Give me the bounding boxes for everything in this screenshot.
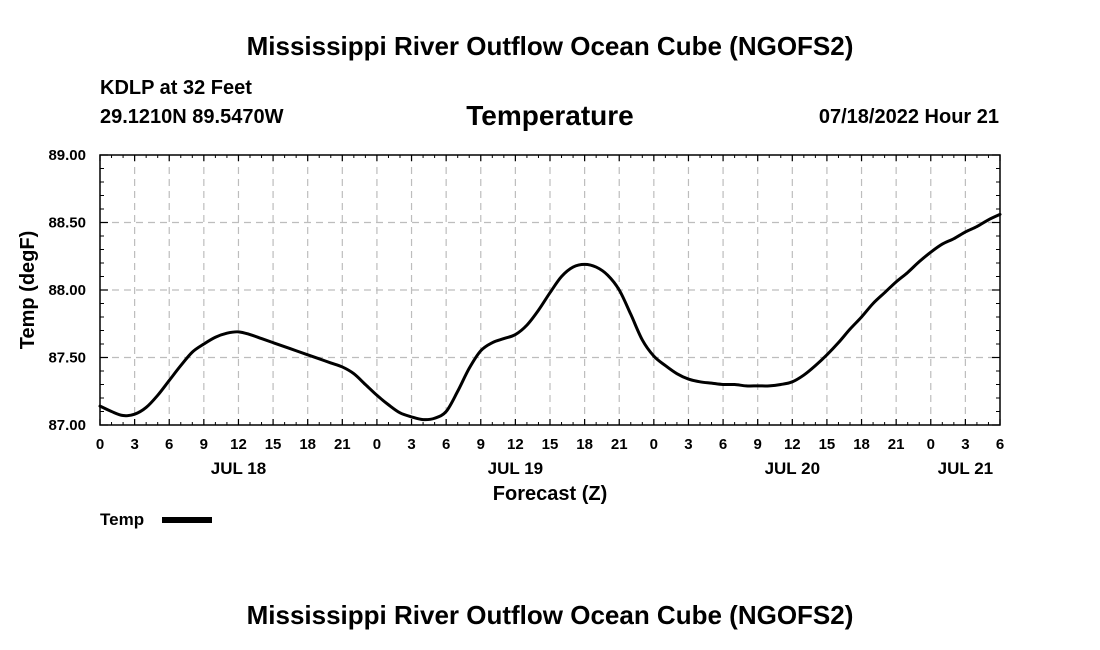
x-tick-label: 15 — [819, 436, 836, 453]
x-tick-label: 0 — [96, 436, 104, 453]
x-tick-label: 18 — [299, 436, 316, 453]
x-tick-label: 3 — [130, 436, 138, 453]
x-tick-label: 12 — [507, 436, 524, 453]
chart-main-title: Mississippi River Outflow Ocean Cube (NG… — [246, 31, 854, 61]
x-tick-label: 21 — [888, 436, 905, 453]
chart-title: Temperature — [466, 100, 634, 131]
legend-label-temp: Temp — [100, 510, 144, 529]
y-tick-label: 89.00 — [48, 147, 86, 164]
y-axis-title: Temp (degF) — [17, 231, 39, 350]
x-tick-label: 6 — [719, 436, 727, 453]
y-tick-label: 87.00 — [48, 417, 86, 434]
day-label: JUL 18 — [211, 459, 266, 478]
x-tick-label: 0 — [373, 436, 381, 453]
x-tick-label: 9 — [477, 436, 485, 453]
x-tick-label: 15 — [265, 436, 282, 453]
station-label: KDLP at 32 Feet — [100, 77, 252, 99]
x-tick-label: 12 — [784, 436, 801, 453]
x-tick-label: 0 — [927, 436, 935, 453]
day-label: JUL 21 — [938, 459, 993, 478]
axis-ticks — [99, 154, 1001, 426]
x-tick-label: 9 — [754, 436, 762, 453]
grid-lines — [100, 155, 1000, 425]
y-tick-label: 87.50 — [48, 350, 86, 367]
day-label: JUL 20 — [765, 459, 820, 478]
day-label: JUL 19 — [488, 459, 543, 478]
x-tick-label: 6 — [442, 436, 450, 453]
station-coordinates: 29.1210N 89.5470W — [100, 106, 284, 128]
x-tick-label: 3 — [407, 436, 415, 453]
x-tick-label: 18 — [853, 436, 870, 453]
x-tick-label: 12 — [230, 436, 247, 453]
x-tick-label: 6 — [165, 436, 173, 453]
x-tick-label: 3 — [961, 436, 969, 453]
x-tick-label: 18 — [576, 436, 593, 453]
y-tick-label: 88.50 — [48, 215, 86, 232]
y-tick-label: 88.00 — [48, 282, 86, 299]
x-tick-label: 21 — [611, 436, 628, 453]
series-line-temp — [98, 212, 1002, 422]
axis-tick-labels: 0 3 6 9 12 15 18 21 0 3 6 9 12 15 18 21 0 3 6 9 12 15 18 21 0 3 6 8… — [48, 147, 1004, 478]
legend: Temp — [100, 510, 212, 529]
x-tick-label: 9 — [200, 436, 208, 453]
x-axis-title: Forecast (Z) — [493, 483, 607, 505]
x-tick-label: 15 — [542, 436, 559, 453]
forecast-datetime: 07/18/2022 Hour 21 — [818, 106, 999, 128]
footer-title: Mississippi River Outflow Ocean Cube (NG… — [246, 600, 854, 630]
x-tick-label: 0 — [650, 436, 658, 453]
x-tick-label: 21 — [334, 436, 351, 453]
x-tick-label: 6 — [996, 436, 1004, 453]
x-tick-label: 3 — [684, 436, 692, 453]
